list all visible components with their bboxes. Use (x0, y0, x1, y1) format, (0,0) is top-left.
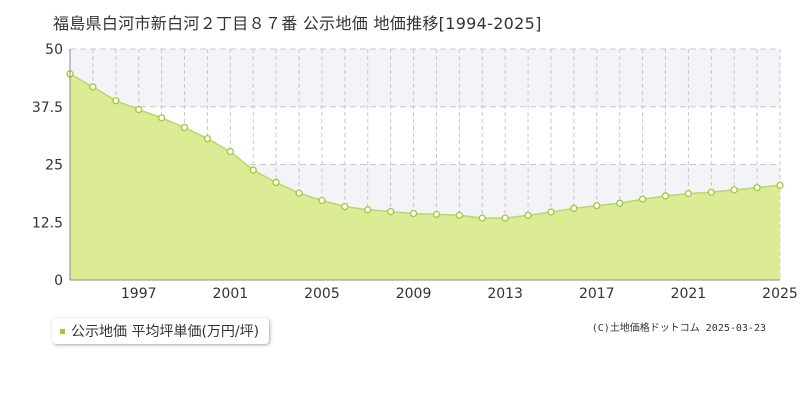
y-tick-label: 12.5 (32, 215, 63, 231)
data-point (524, 211, 532, 219)
data-point (180, 123, 189, 132)
x-tick-label: 2009 (396, 286, 432, 302)
data-point (478, 214, 486, 222)
x-tick-label: 2001 (213, 286, 249, 302)
data-point (501, 214, 509, 222)
data-point (318, 196, 326, 205)
data-markers (66, 70, 784, 222)
data-point (432, 210, 441, 219)
axes (69, 49, 780, 281)
data-point (707, 188, 715, 196)
data-point (616, 199, 624, 207)
data-point (730, 186, 738, 194)
data-point (386, 207, 395, 216)
x-tick-label: 2025 (762, 286, 798, 302)
legend: 公示地価 平均坪単価(万円/坪) (52, 318, 270, 344)
data-point (547, 208, 555, 216)
x-tick-label: 2005 (304, 286, 340, 302)
x-tick-labels: 1997 2001 2005 2009 2013 2017 2021 2025 (121, 286, 798, 302)
y-tick-labels: 0 12.5 25 37.5 50 (32, 42, 63, 289)
data-point (226, 147, 234, 156)
data-point (295, 189, 303, 197)
chart-title: 福島県白河市新白河２丁目８７番 公示地価 地価推移[1994-2025] (53, 14, 542, 33)
data-point (272, 178, 280, 187)
data-point (409, 209, 418, 218)
data-point (638, 195, 647, 203)
series-area (70, 73, 780, 281)
x-tick-label: 2017 (579, 286, 615, 302)
y-tick-label: 25 (45, 158, 63, 174)
x-tick-label: 2021 (671, 286, 707, 302)
data-point (593, 201, 601, 210)
data-point (89, 83, 97, 91)
legend-swatch (60, 328, 65, 334)
legend-label: 公示地価 平均坪単価(万円/坪) (71, 324, 260, 340)
y-tick-label: 0 (54, 273, 63, 289)
data-point (455, 211, 464, 219)
data-point (112, 97, 120, 105)
data-point (364, 206, 372, 214)
data-point (203, 134, 212, 143)
x-tick-label: 1997 (121, 286, 157, 302)
data-point (249, 166, 257, 174)
x-tick-label: 2013 (487, 286, 523, 302)
data-point (341, 202, 349, 211)
data-point (776, 181, 784, 189)
data-point (135, 105, 143, 114)
data-point (570, 204, 578, 213)
series-line (69, 73, 781, 219)
copyright-text: (C)土地価格ドットコム 2025-03-23 (591, 323, 766, 334)
plot-band (70, 49, 780, 107)
data-point (157, 114, 166, 122)
data-point (684, 189, 693, 198)
data-point (661, 192, 670, 200)
y-tick-label: 50 (45, 42, 63, 58)
y-tick-label: 37.5 (32, 100, 63, 116)
data-point (753, 183, 761, 192)
area-layer (69, 73, 781, 281)
